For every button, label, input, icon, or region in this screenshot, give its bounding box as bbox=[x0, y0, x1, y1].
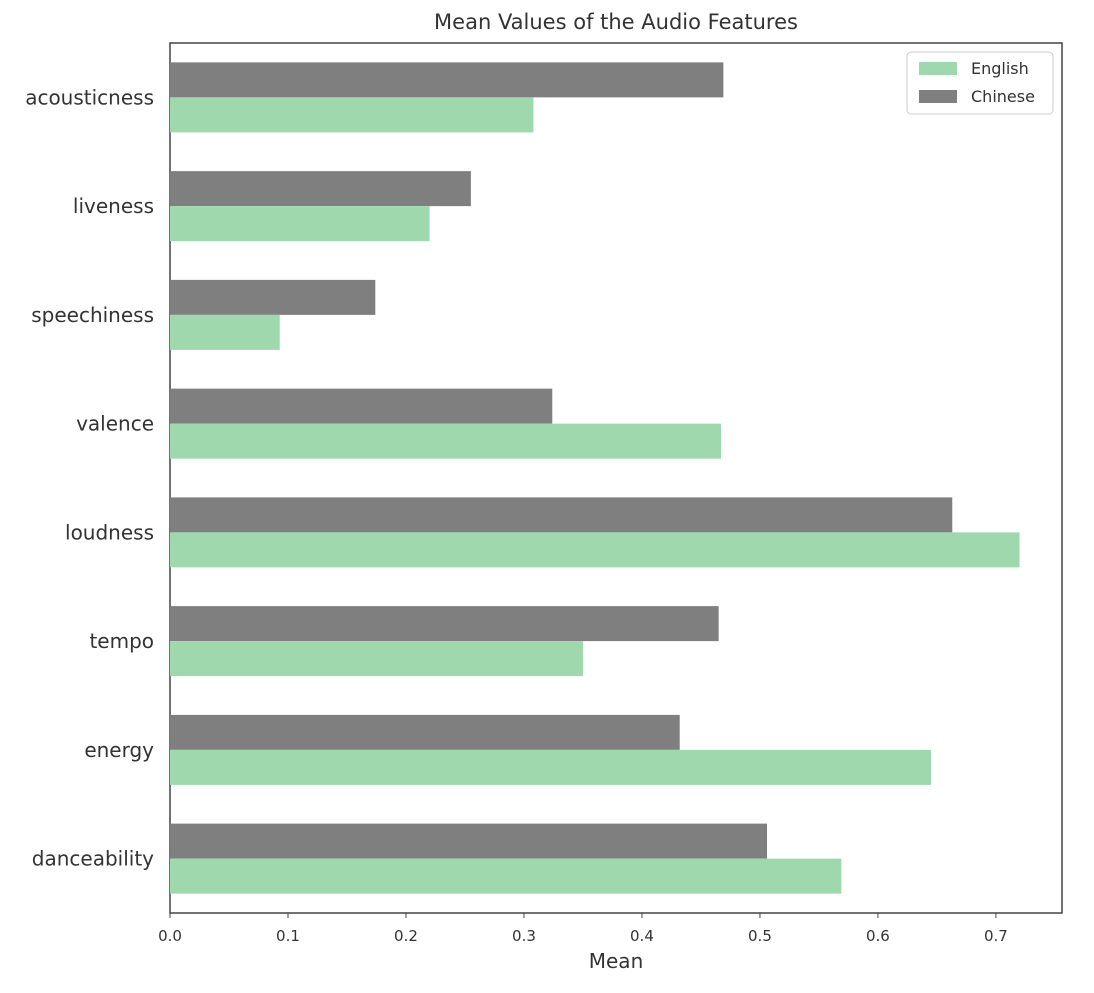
legend: English Chinese bbox=[906, 51, 1054, 115]
x-tick-label-0: 0.0 bbox=[158, 927, 182, 945]
category-label-liveness: liveness bbox=[73, 194, 154, 218]
bar-english-acousticness bbox=[170, 97, 534, 133]
legend-label-english: English bbox=[971, 59, 1029, 78]
x-tick-label-4: 0.4 bbox=[630, 927, 654, 945]
plot-area-frame bbox=[169, 42, 1063, 914]
bar-chinese-energy bbox=[170, 714, 680, 750]
bar-english-tempo bbox=[170, 641, 583, 677]
category-label-speechiness: speechiness bbox=[31, 303, 154, 327]
category-label-acousticness: acousticness bbox=[25, 85, 154, 109]
x-tick-label-3: 0.3 bbox=[512, 927, 536, 945]
bar-english-speechiness bbox=[170, 314, 280, 350]
bar-chinese-tempo bbox=[170, 606, 719, 642]
category-labels: danceability energy tempo loudness valence sp… bbox=[25, 85, 154, 870]
bar-english-danceability bbox=[170, 858, 842, 894]
x-tick-label-6: 0.6 bbox=[866, 927, 890, 945]
bars-group bbox=[170, 62, 1020, 894]
legend-label-chinese: Chinese bbox=[971, 87, 1035, 106]
x-tick-label-2: 0.2 bbox=[394, 927, 418, 945]
bar-chinese-acousticness bbox=[170, 62, 724, 98]
bar-english-valence bbox=[170, 423, 722, 459]
bar-english-energy bbox=[170, 749, 932, 785]
x-axis-label: Mean bbox=[589, 949, 644, 973]
x-tick-label-5: 0.5 bbox=[748, 927, 772, 945]
bar-chinese-loudness bbox=[170, 497, 953, 533]
bar-chinese-speechiness bbox=[170, 279, 376, 315]
category-label-valence: valence bbox=[76, 412, 154, 436]
x-axis-ticks: 0.0 0.1 0.2 0.3 0.4 0.5 0.6 0.7 bbox=[158, 913, 1008, 945]
x-tick-label-1: 0.1 bbox=[276, 927, 300, 945]
bar-chinese-valence bbox=[170, 388, 553, 424]
bar-english-loudness bbox=[170, 532, 1020, 568]
chart-title: Mean Values of the Audio Features bbox=[434, 10, 798, 34]
legend-swatch-english bbox=[919, 62, 957, 75]
legend-swatch-chinese bbox=[919, 90, 957, 103]
x-tick-label-7: 0.7 bbox=[984, 927, 1008, 945]
category-label-loudness: loudness bbox=[65, 520, 154, 544]
category-label-energy: energy bbox=[84, 738, 154, 762]
bar-chinese-danceability bbox=[170, 823, 768, 859]
bar-english-liveness bbox=[170, 206, 430, 242]
bar-chinese-liveness bbox=[170, 171, 471, 207]
category-label-tempo: tempo bbox=[89, 629, 154, 653]
category-label-danceability: danceability bbox=[32, 847, 154, 871]
